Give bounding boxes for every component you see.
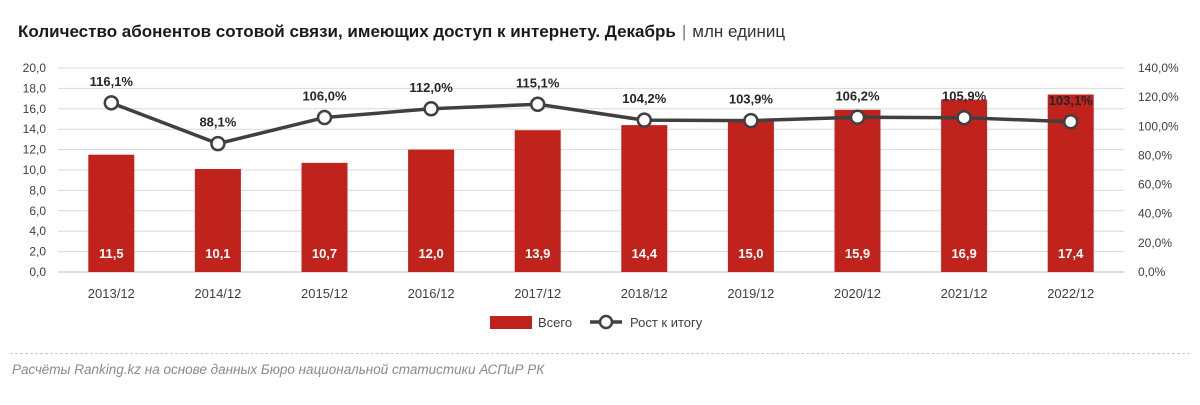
growth-value-label: 103,1% [1049,93,1094,108]
bar-value-label: 16,9 [951,246,976,261]
y-left-tick-label: 16,0 [23,102,47,116]
growth-line [110,101,1071,146]
bar-value-label: 17,4 [1058,246,1084,261]
y-left-tick-label: 12,0 [23,143,47,157]
y-left-tick-label: 20,0 [23,61,47,75]
legend-line-label: Рост к итогу [630,315,703,330]
bar-value-label: 11,5 [99,246,124,261]
growth-value-label: 106,0% [302,89,347,104]
x-tick-label: 2021/12 [941,286,988,301]
y-left-tick-label: 14,0 [23,122,47,136]
growth-point [956,109,972,126]
growth-value-label: 112,0% [409,80,453,95]
legend-bar-swatch [490,316,532,329]
chart-unit: млн единиц [692,22,786,41]
y-right-tick-label: 0,0% [1138,265,1166,279]
bar-value-label: 12,0 [418,246,443,261]
x-tick-label: 2016/12 [408,286,455,301]
bar-2013-12 [88,154,135,272]
bar-value-label: 15,0 [738,246,763,261]
bar-value-label: 10,7 [312,246,337,261]
y-right-tick-label: 120,0% [1138,90,1179,104]
y-left-tick-label: 6,0 [29,204,46,218]
x-tick-label: 2020/12 [834,286,881,301]
growth-point [849,109,866,126]
x-tick-label: 2015/12 [301,286,348,301]
y-left-tick-label: 8,0 [29,183,46,197]
y-right-tick-label: 20,0% [1138,236,1172,250]
x-tick-label: 2018/12 [621,286,668,301]
footer-divider [10,353,1190,354]
bar-value-label: 13,9 [525,246,550,261]
x-tick-label: 2014/12 [194,286,241,301]
x-tick-label: 2013/12 [88,286,135,301]
bar-2019-12 [727,119,774,272]
growth-value-label: 106,2% [835,88,880,103]
bar-2021-12 [941,99,988,273]
bar-value-label: 10,1 [205,246,230,261]
growth-point [1062,114,1079,130]
bar-2020-12 [834,109,881,272]
bar-2015-12 [301,162,348,272]
y-right-tick-label: 100,0% [1138,119,1179,133]
y-right-tick-label: 60,0% [1138,178,1172,192]
y-left-tick-label: 4,0 [29,224,46,238]
x-tick-label: 2022/12 [1047,286,1094,301]
growth-point [103,95,120,111]
growth-value-label: 103,9% [729,92,774,107]
legend-line-marker [598,314,614,330]
bar-2016-12 [408,149,455,272]
bar-2018-12 [621,125,668,273]
x-tick-label: 2017/12 [514,286,561,301]
y-right-tick-label: 80,0% [1138,148,1172,162]
y-left-tick-label: 2,0 [29,245,46,259]
growth-point [423,101,439,117]
bar-value-label: 14,4 [632,246,658,261]
y-right-tick-label: 40,0% [1138,207,1172,221]
bar-value-label: 15,9 [845,246,870,261]
growth-point [743,112,759,129]
y-left-tick-label: 18,0 [23,81,47,95]
growth-value-label: 115,1% [516,75,560,90]
y-left-tick-label: 10,0 [23,163,47,177]
title-separator: | [681,22,687,41]
source-note: Расчёты Ranking.kz на основе данных Бюро… [12,362,545,377]
growth-value-label: 116,1% [90,74,134,89]
x-tick-label: 2019/12 [727,286,774,301]
bar-2017-12 [514,130,561,272]
y-left-tick-label: 0,0 [29,265,46,279]
bar-2014-12 [194,168,241,272]
growth-point [210,135,226,152]
growth-value-label: 104,2% [622,91,667,106]
growth-point [636,112,653,128]
legend-bar-label: Всего [538,315,572,330]
growth-value-label: 88,1% [199,115,236,130]
chart: 0,0 2,0 4,0 6,0 8,0 10,0 12,0 14,0 16,0 18,0 20,0 0… [23,61,1179,330]
chart-title: Количество абонентов сотовой связи, имею… [18,22,785,42]
chart-title-text: Количество абонентов сотовой связи, имею… [18,22,676,41]
growth-point [529,96,546,113]
growth-value-label: 105,9% [942,89,987,104]
growth-point [316,109,333,126]
y-right-tick-label: 140,0% [1138,61,1179,75]
